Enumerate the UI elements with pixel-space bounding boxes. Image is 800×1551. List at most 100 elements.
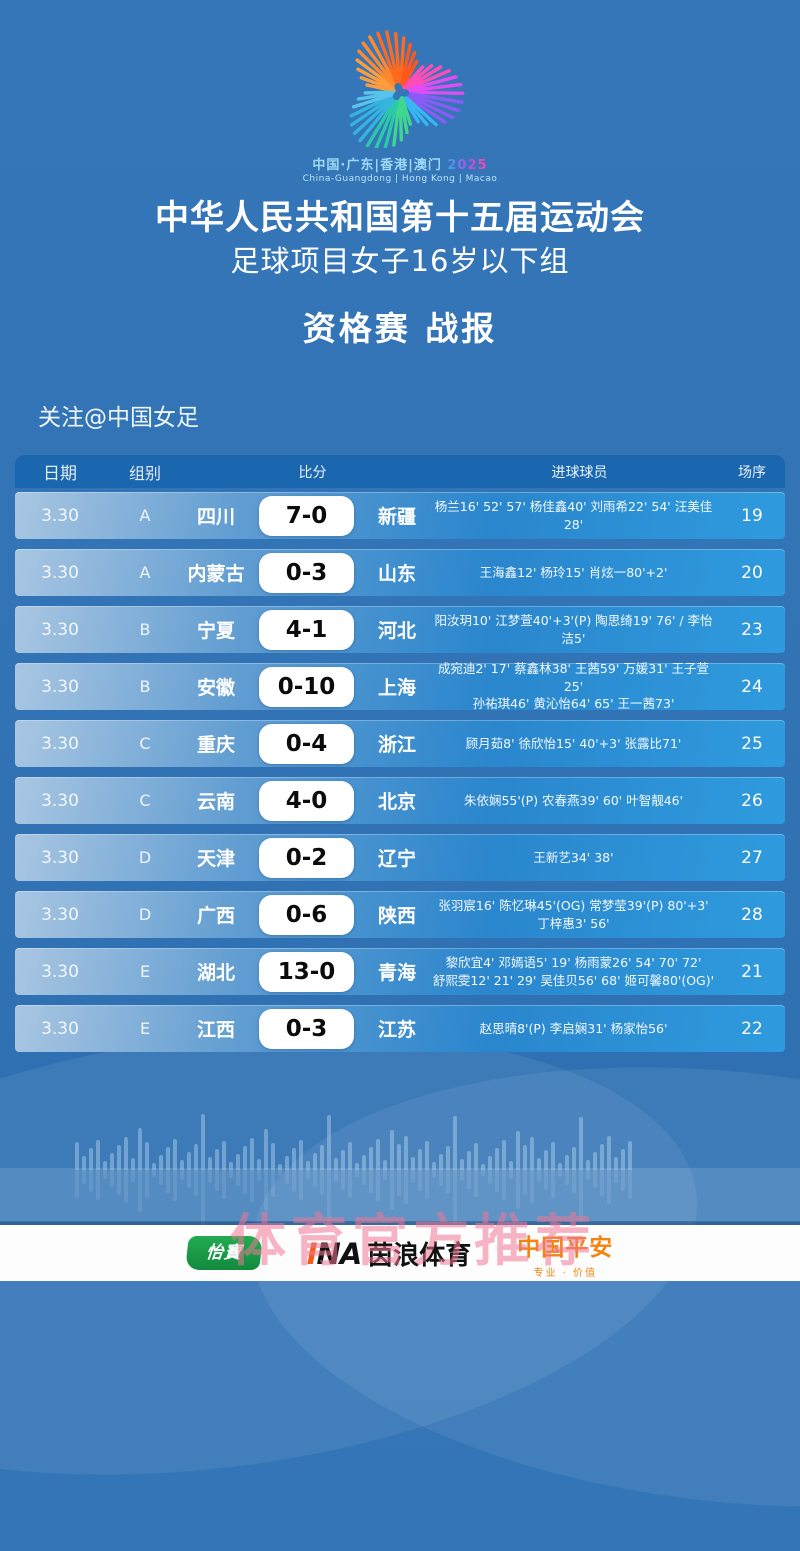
match-order: 23: [741, 619, 763, 640]
column-header-score: 比分: [298, 464, 327, 481]
follow-handle: 关注@中国女足: [38, 405, 199, 431]
home-team: 湖北: [196, 962, 235, 984]
water-band-decoration: [0, 1168, 800, 1222]
score-pill: 0-10: [259, 666, 354, 707]
home-team: 重庆: [196, 734, 235, 756]
games-logo-year: 2025: [447, 158, 488, 173]
yinlang-sports-label: 茵浪体育: [367, 1240, 472, 1271]
score-pill: 13-0: [259, 951, 354, 992]
home-team: 江西: [196, 1019, 235, 1041]
score-value: 0-4: [259, 723, 354, 764]
away-team: 北京: [377, 791, 416, 813]
goal-scorers: 阳汝玥10' 江梦萱40'+3'(P) 陶思绮19' 76' / 李怡洁5': [434, 613, 713, 646]
match-group: B: [139, 677, 151, 696]
match-order: 27: [741, 847, 763, 868]
match-order: 22: [741, 1018, 763, 1039]
table-row: 3.30 A 内蒙古 0-3 山东 王海鑫12' 杨玲15' 肖炫一80'+2'…: [15, 549, 785, 596]
column-header-group: 组别: [128, 463, 161, 483]
games-logo-en-line: China-Guangdong | Hong Kong | Macao: [302, 174, 498, 184]
match-date: 3.30: [41, 562, 79, 583]
goal-scorers: 顾月茹8' 徐欣怡15' 40'+3' 张露比71': [465, 735, 682, 751]
match-date: 3.30: [41, 904, 79, 925]
table-row: 3.30 B 宁夏 4-1 河北 阳汝玥10' 江梦萱40'+3'(P) 陶思绮…: [15, 606, 785, 653]
pingan-tagline: 专业 · 价值: [533, 1267, 598, 1279]
match-order: 20: [741, 562, 763, 583]
goal-scorers: 杨兰16' 52' 57' 杨佳鑫40' 刘雨希22' 54' 汪美佳28': [434, 499, 713, 532]
table-row: 3.30 D 天津 0-2 辽宁 王新艺34' 38' 27: [15, 834, 785, 881]
away-team: 新疆: [377, 506, 416, 528]
away-team: 河北: [377, 620, 416, 642]
away-team: 上海: [377, 677, 416, 699]
away-team: 山东: [377, 563, 416, 585]
home-team: 宁夏: [196, 620, 235, 642]
score-pill: 0-3: [259, 1008, 354, 1049]
match-group: E: [139, 962, 151, 981]
column-header-date: 日期: [43, 464, 77, 484]
match-order: 21: [741, 961, 763, 982]
yinlang-sports-logo: INA 茵浪体育: [307, 1235, 472, 1272]
away-team: 浙江: [377, 734, 416, 756]
score-pill: 7-0: [259, 495, 354, 536]
shoreline-divider: [0, 1221, 800, 1225]
games-logo-host-cities: 中国·广东|香港|澳门: [312, 158, 442, 173]
match-date: 3.30: [41, 1018, 79, 1039]
goal-scorers: 张羽宸16' 陈忆琳45'(OG) 常梦莹39'(P) 80'+3' 丁梓惠3'…: [438, 898, 709, 931]
match-date: 3.30: [41, 961, 79, 982]
away-team: 辽宁: [377, 848, 416, 870]
games-logo-cn-line: 中国·广东|香港|澳门 2025: [0, 154, 800, 173]
score-pill: 0-6: [259, 894, 354, 935]
table-row: 3.30 C 云南 4-0 北京 朱依娴55'(P) 农春燕39' 60' 叶智…: [15, 777, 785, 824]
report-title: 资格赛 战报: [302, 309, 498, 348]
match-group: D: [138, 848, 152, 867]
page-title: 中华人民共和国第十五届运动会: [155, 198, 645, 238]
page-subtitle: 足球项目女子16岁以下组: [230, 244, 570, 278]
match-group: D: [138, 905, 152, 924]
match-date: 3.30: [41, 733, 79, 754]
pingan-logo: 中国平安 专业 · 价值: [517, 1228, 613, 1279]
score-value: 0-3: [259, 552, 354, 593]
sponsor-footer: 怡寶 INA 茵浪体育 中国平安 专业 · 价值: [0, 1225, 800, 1281]
home-team: 四川: [196, 506, 235, 528]
match-order: 25: [741, 733, 763, 754]
home-team: 广西: [196, 905, 235, 927]
pingan-label: 中国平安: [517, 1234, 614, 1261]
away-team: 陕西: [377, 905, 416, 927]
games-logo: 中国·广东|香港|澳门 2025 China-Guangdong | Hong …: [0, 30, 800, 184]
score-value: 0-2: [259, 837, 354, 878]
match-date: 3.30: [41, 847, 79, 868]
match-group: C: [139, 791, 151, 810]
score-value: 0-6: [259, 894, 354, 935]
goal-scorers: 朱依娴55'(P) 农春燕39' 60' 叶智靓46': [463, 792, 684, 808]
match-order: 28: [741, 904, 763, 925]
away-team: 青海: [377, 962, 416, 984]
table-row: 3.30 E 湖北 13-0 青海 黎欣宜4' 邓嫣语5' 19' 杨雨蒙26'…: [15, 948, 785, 995]
match-date: 3.30: [41, 619, 79, 640]
table-row: 3.30 E 江西 0-3 江苏 赵思晴8'(P) 李启娴31' 杨家怡56' …: [15, 1005, 785, 1052]
skyline-soundwave-decoration: [75, 1108, 725, 1170]
score-value: 0-10: [259, 666, 354, 707]
ina-mark-icon: INA: [306, 1236, 363, 1271]
match-date: 3.30: [41, 676, 79, 697]
match-group: B: [139, 620, 151, 639]
match-date: 3.30: [41, 505, 79, 526]
match-order: 24: [741, 676, 763, 697]
watermark-text: 体育官方推荐: [230, 1209, 596, 1274]
match-order: 26: [741, 790, 763, 811]
goal-scorers: 成宛迪2' 17' 蔡鑫林38' 王茜59' 万媛31' 王子萱25' 孙祐琪4…: [437, 661, 710, 712]
score-pill: 4-1: [259, 609, 354, 650]
match-group: E: [139, 1019, 151, 1038]
match-group: A: [139, 506, 151, 525]
column-header-order: 场序: [738, 464, 766, 481]
match-group: A: [139, 563, 151, 582]
score-value: 0-3: [259, 1008, 354, 1049]
score-value: 4-0: [259, 780, 354, 821]
home-team: 安徽: [196, 677, 235, 699]
goal-scorers: 黎欣宜4' 邓嫣语5' 19' 杨雨蒙26' 54' 70' 72' 舒熙雯12…: [432, 955, 715, 988]
table-row: 3.30 C 重庆 0-4 浙江 顾月茹8' 徐欣怡15' 40'+3' 张露比…: [15, 720, 785, 767]
games-burst-icon: [349, 30, 465, 150]
table-row: 3.30 D 广西 0-6 陕西 张羽宸16' 陈忆琳45'(OG) 常梦莹39…: [15, 891, 785, 938]
score-pill: 4-0: [259, 780, 354, 821]
match-group: C: [139, 734, 151, 753]
home-team: 云南: [196, 791, 235, 813]
match-date: 3.30: [41, 790, 79, 811]
